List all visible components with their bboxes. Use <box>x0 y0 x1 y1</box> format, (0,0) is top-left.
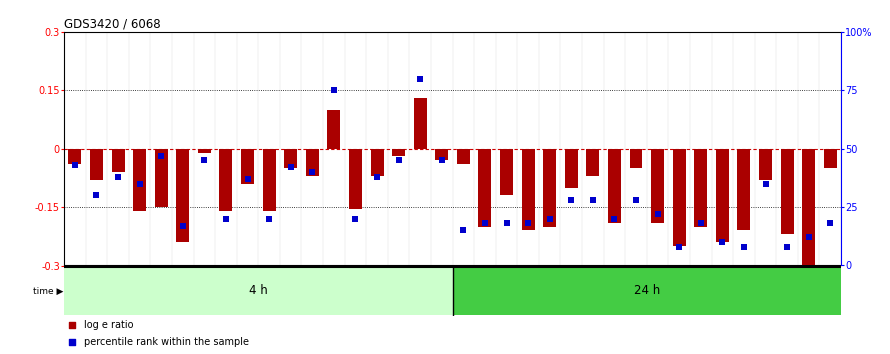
Bar <box>824 149 837 168</box>
Point <box>154 153 168 159</box>
Point <box>240 176 255 182</box>
Bar <box>673 149 685 246</box>
Point <box>198 158 212 163</box>
Bar <box>306 149 319 176</box>
Bar <box>90 149 103 180</box>
Point <box>478 221 492 226</box>
Bar <box>479 149 491 227</box>
Point <box>457 228 471 233</box>
Point <box>499 221 514 226</box>
Bar <box>328 110 340 149</box>
Bar <box>452 268 841 315</box>
Point <box>111 174 125 179</box>
Point <box>65 339 79 345</box>
Bar <box>435 149 449 160</box>
Bar <box>587 149 599 176</box>
Point <box>758 181 773 187</box>
Bar <box>543 149 556 227</box>
Text: percentile rank within the sample: percentile rank within the sample <box>84 337 248 347</box>
Point <box>133 181 147 187</box>
Point <box>716 239 730 245</box>
Bar <box>457 149 470 164</box>
Point <box>219 216 233 222</box>
Point <box>586 197 600 203</box>
Text: log e ratio: log e ratio <box>84 320 133 330</box>
Bar <box>608 149 621 223</box>
Point <box>348 216 362 222</box>
Point <box>434 158 449 163</box>
Bar <box>69 149 81 164</box>
Point <box>693 221 708 226</box>
Bar <box>651 149 664 223</box>
Bar <box>155 149 167 207</box>
Point <box>65 322 79 328</box>
Bar <box>111 149 125 172</box>
Bar <box>500 149 513 195</box>
Point <box>629 197 643 203</box>
Bar <box>802 149 815 266</box>
Text: 4 h: 4 h <box>249 285 268 297</box>
Point <box>262 216 276 222</box>
Bar <box>370 149 384 176</box>
Point <box>651 211 665 217</box>
Point <box>284 165 298 170</box>
Point <box>89 193 103 198</box>
Point <box>305 169 320 175</box>
Bar <box>629 149 643 168</box>
Point <box>672 244 686 250</box>
Point <box>413 76 427 81</box>
Point <box>521 221 535 226</box>
Point <box>823 221 837 226</box>
Point <box>392 158 406 163</box>
Point <box>175 223 190 229</box>
Bar <box>716 149 729 242</box>
Bar <box>565 149 578 188</box>
Bar <box>392 149 405 156</box>
Bar <box>414 98 426 149</box>
Bar <box>263 149 276 211</box>
Point <box>737 244 751 250</box>
Bar <box>522 149 535 230</box>
Point <box>327 87 341 93</box>
Bar <box>176 149 190 242</box>
Point <box>564 197 578 203</box>
Point <box>370 174 384 179</box>
Bar <box>64 268 452 315</box>
Text: GDS3420 / 6068: GDS3420 / 6068 <box>64 18 161 31</box>
Bar <box>694 149 708 227</box>
Bar <box>349 149 362 209</box>
Bar <box>241 149 254 184</box>
Text: 24 h: 24 h <box>634 285 659 297</box>
Bar <box>198 149 211 153</box>
Text: time ▶: time ▶ <box>33 286 64 296</box>
Bar <box>220 149 232 211</box>
Point <box>607 216 621 222</box>
Point <box>780 244 794 250</box>
Point <box>543 216 557 222</box>
Bar <box>284 149 297 168</box>
Bar <box>134 149 146 211</box>
Point <box>68 162 82 168</box>
Bar <box>759 149 772 180</box>
Bar <box>781 149 794 234</box>
Point <box>802 235 816 240</box>
Bar <box>738 149 750 230</box>
